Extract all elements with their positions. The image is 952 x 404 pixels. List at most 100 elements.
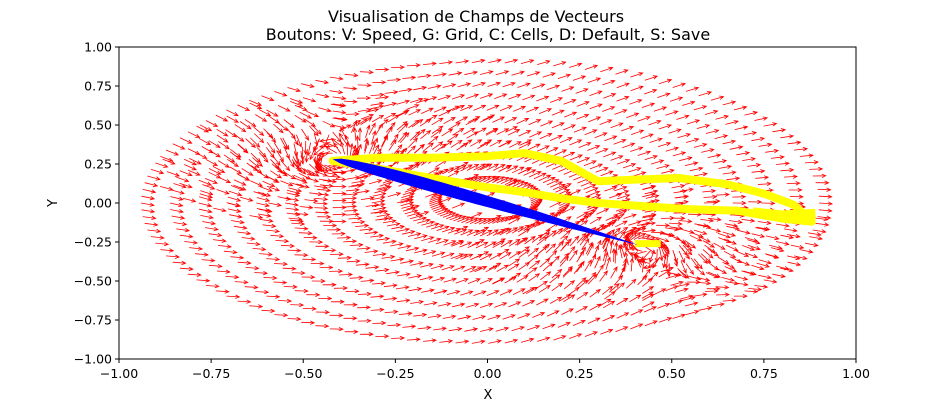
vector-arrow — [359, 70, 374, 75]
vector-arrow — [686, 119, 701, 125]
vector-arrow — [707, 217, 722, 222]
vector-arrow — [332, 110, 347, 115]
vector-arrow — [169, 202, 184, 208]
vector-arrow — [452, 105, 466, 111]
vector-arrow — [319, 219, 334, 224]
vector-arrow — [294, 226, 309, 231]
vector-arrow — [568, 286, 580, 296]
vector-arrow — [511, 326, 525, 332]
vector-arrow — [276, 150, 284, 163]
vector-arrow — [670, 280, 684, 286]
vector-arrow — [599, 119, 613, 125]
vector-arrow — [249, 102, 263, 110]
vector-arrow — [254, 133, 265, 144]
vector-arrow — [427, 135, 439, 145]
vector-arrow — [323, 223, 338, 228]
vector-arrow — [205, 283, 220, 289]
vector-arrow — [786, 181, 801, 186]
vector-arrow — [620, 125, 635, 132]
vector-arrow — [439, 60, 454, 65]
vector-arrow — [553, 61, 567, 67]
vector-arrow — [286, 212, 301, 217]
vector-arrow — [666, 263, 672, 278]
vector-arrow — [179, 266, 194, 272]
vector-arrow — [405, 145, 417, 156]
vector-arrow — [226, 109, 239, 117]
vector-arrow — [630, 72, 644, 78]
vector-arrow — [517, 224, 531, 233]
vector-arrow — [398, 87, 413, 93]
vector-arrow — [173, 183, 187, 189]
vector-arrow — [371, 114, 385, 123]
vector-arrow — [616, 297, 629, 306]
vector-arrow — [757, 220, 772, 225]
vector-arrow — [710, 95, 725, 101]
vector-arrow — [270, 170, 283, 179]
vector-arrow — [355, 223, 370, 228]
vector-arrow — [286, 189, 301, 195]
vector-arrow — [577, 215, 590, 224]
vector-arrow — [357, 305, 372, 310]
vector-arrow — [202, 220, 217, 226]
vector-arrow — [637, 221, 651, 226]
vector-arrow — [212, 166, 226, 173]
vector-arrow — [808, 232, 822, 237]
vector-arrow — [348, 216, 363, 221]
vector-arrow — [519, 139, 533, 146]
vector-arrow — [552, 227, 564, 237]
vector-arrow — [452, 127, 465, 136]
vector-arrow — [287, 248, 302, 253]
vector-arrow — [684, 240, 697, 249]
vector-arrow — [290, 101, 304, 107]
vector-arrow — [668, 128, 682, 134]
vector-arrow — [630, 309, 644, 316]
vector-arrow — [710, 302, 725, 307]
vector-arrow — [257, 213, 272, 218]
vector-arrow — [508, 238, 521, 247]
vector-arrow — [370, 104, 385, 110]
vector-arrow — [551, 282, 564, 292]
vector-arrow — [527, 254, 539, 264]
vector-arrow — [751, 169, 766, 174]
vector-arrow — [678, 250, 685, 264]
vector-arrow — [286, 128, 296, 140]
vector-arrow — [351, 219, 366, 225]
vector-arrow — [360, 278, 375, 283]
vector-arrow — [306, 142, 312, 157]
vector-arrow — [415, 210, 430, 216]
vector-arrow — [631, 129, 645, 135]
vector-arrow — [228, 190, 243, 197]
vector-arrow — [315, 244, 330, 249]
vector-arrow — [256, 170, 270, 179]
vector-arrow — [455, 253, 469, 260]
vector-arrow — [218, 141, 230, 150]
vector-arrow — [383, 102, 398, 107]
vector-arrow — [678, 219, 693, 224]
vector-arrow — [294, 288, 309, 294]
vector-arrow — [573, 126, 588, 133]
x-tick-label: 0.00 — [474, 366, 502, 381]
vector-arrow — [758, 274, 773, 280]
vector-arrow — [223, 154, 236, 163]
vector-arrow — [495, 326, 510, 332]
vector-arrow — [315, 93, 330, 99]
vector-arrow — [448, 71, 463, 76]
vector-arrow — [270, 233, 285, 239]
vector-arrow — [558, 294, 572, 302]
streamline-lower-band — [752, 207, 816, 221]
vector-arrow — [465, 93, 480, 99]
vector-arrow — [733, 105, 748, 111]
vector-arrow — [602, 315, 616, 322]
vector-arrow — [633, 254, 643, 266]
vector-arrow — [642, 185, 656, 191]
vector-arrow — [537, 60, 551, 65]
vector-arrow — [734, 282, 749, 287]
vector-arrow — [344, 192, 359, 197]
vector-arrow — [748, 199, 763, 205]
vector-arrow — [396, 227, 411, 232]
vector-arrow — [656, 237, 670, 243]
vector-arrow — [467, 116, 481, 123]
vector-arrow — [256, 147, 267, 158]
vector-arrow — [471, 58, 486, 64]
vector-arrow — [215, 114, 229, 122]
